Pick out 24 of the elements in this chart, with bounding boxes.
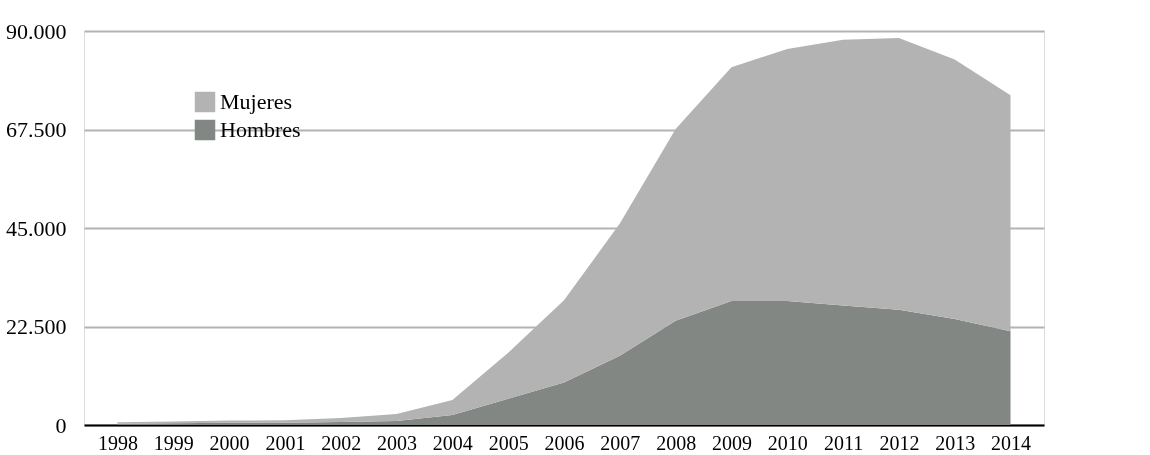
y-tick-label: 67.500 <box>6 117 67 142</box>
x-tick-label: 2008 <box>656 431 697 454</box>
x-tick-label: 2013 <box>935 431 976 454</box>
x-tick-label: 2011 <box>823 431 864 454</box>
y-tick-label: 22.500 <box>6 314 67 339</box>
x-tick-label: 2004 <box>432 431 473 454</box>
y-tick-label: 90.000 <box>6 18 67 44</box>
x-tick-label: 2006 <box>544 431 585 454</box>
x-tick-label: 2002 <box>321 431 362 454</box>
x-tick-label: 2009 <box>711 431 752 454</box>
legend-label: Mujeres <box>220 89 293 114</box>
x-tick-label: 2010 <box>767 431 808 454</box>
y-tick-label: 45.000 <box>6 215 67 241</box>
x-tick-label: 2001 <box>265 431 306 454</box>
x-tick-label: 2007 <box>600 431 641 454</box>
y-tick-label: 0 <box>55 412 67 438</box>
x-tick-label: 2003 <box>377 431 418 454</box>
legend-label: Hombres <box>220 117 301 142</box>
x-tick-label: 2014 <box>991 431 1032 454</box>
x-tick-label: 1998 <box>97 431 138 454</box>
x-tick-label: 2005 <box>488 431 529 454</box>
x-tick-label: 2000 <box>209 431 250 454</box>
x-tick-label: 2012 <box>879 431 920 454</box>
x-tick-label: 1999 <box>153 431 194 454</box>
